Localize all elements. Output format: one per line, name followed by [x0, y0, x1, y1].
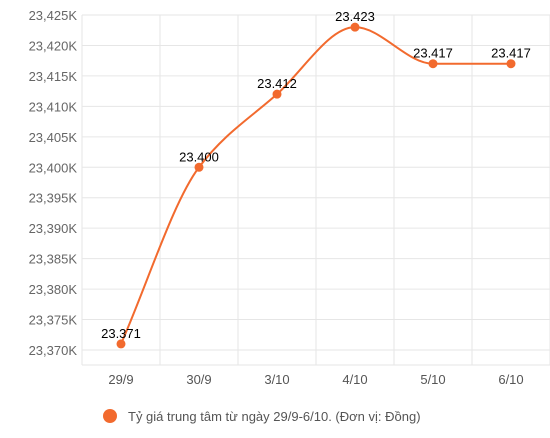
data-labels: 23.371 23.400 23.412 23.423 23.417 23.417 [101, 9, 531, 341]
y-tick-label: 23,410K [29, 99, 78, 114]
data-point [194, 162, 204, 172]
data-label: 23.417 [413, 46, 453, 61]
y-tick-label: 23,395K [29, 191, 78, 206]
x-tick-label: 3/10 [264, 372, 289, 387]
y-tick-label: 23,425K [29, 8, 78, 23]
legend: Tỷ giá trung tâm từ ngày 29/9-6/10. (Đơn… [103, 409, 421, 424]
x-axis: 29/9 30/9 3/10 4/10 5/10 6/10 [108, 372, 523, 387]
data-label: 23.417 [491, 46, 531, 61]
y-axis: 23,370K 23,375K 23,380K 23,385K 23,390K 23,39… [29, 8, 78, 358]
y-tick-label: 23,385K [29, 252, 78, 267]
data-label: 23.371 [101, 326, 141, 341]
x-tick-label: 29/9 [108, 372, 133, 387]
x-tick-label: 6/10 [498, 372, 523, 387]
data-point [428, 59, 438, 69]
y-tick-label: 23,420K [29, 38, 78, 53]
x-tick-label: 30/9 [186, 372, 211, 387]
data-points [116, 22, 516, 349]
data-point [116, 339, 126, 349]
y-tick-label: 23,390K [29, 221, 78, 236]
data-point [272, 89, 282, 99]
data-label: 23.423 [335, 9, 375, 24]
y-tick-label: 23,405K [29, 130, 78, 145]
legend-label: Tỷ giá trung tâm từ ngày 29/9-6/10. (Đơn… [128, 409, 421, 424]
grid-lines [81, 14, 550, 366]
y-tick-label: 23,400K [29, 160, 78, 175]
data-point [350, 22, 360, 32]
x-tick-label: 4/10 [342, 372, 367, 387]
y-tick-label: 23,380K [29, 282, 78, 297]
x-tick-label: 5/10 [420, 372, 445, 387]
legend-marker [103, 409, 117, 423]
y-tick-label: 23,370K [29, 343, 78, 358]
data-point [506, 59, 516, 69]
y-tick-label: 23,415K [29, 69, 78, 84]
data-label: 23.412 [257, 76, 297, 91]
y-tick-label: 23,375K [29, 313, 78, 328]
data-label: 23.400 [179, 149, 219, 164]
